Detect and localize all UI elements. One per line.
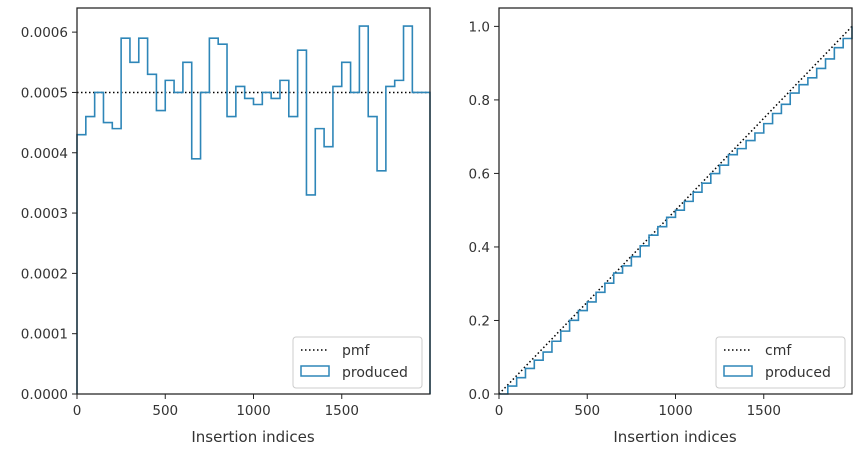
pmf-y-tick-label: 0.0006 <box>21 25 68 41</box>
pmf-produced-series <box>76 25 431 394</box>
pmf-legend: pmf produced <box>292 336 423 389</box>
cmf-legend: cmf produced <box>715 336 846 389</box>
pmf-y-tick-label: 0.0002 <box>21 266 68 282</box>
pmf-x-tick-label: 500 <box>152 403 178 419</box>
pmf-legend-swatch-produced <box>300 365 330 377</box>
pmf-y-tick-label: 0.0005 <box>21 85 68 101</box>
cmf-reference-line <box>498 25 853 395</box>
pmf-x-tick-label: 0 <box>73 403 82 419</box>
cmf-x-tick-label: 0 <box>495 403 504 419</box>
pmf-y-tick-label: 0.0001 <box>21 327 68 343</box>
cmf-axes-frame <box>498 7 853 395</box>
cmf-x-tick-label: 500 <box>574 403 600 419</box>
cmf-plot-area <box>498 25 853 395</box>
pmf-plot-area <box>76 25 431 394</box>
cmf-produced-series <box>499 26 853 395</box>
cmf-y-tick-label: 0.2 <box>469 313 490 329</box>
pmf-x-tick-label: 1000 <box>236 403 270 419</box>
pmf-legend-label-reference: pmf <box>342 343 371 359</box>
pmf-x-tick-label: 1500 <box>325 403 359 419</box>
cmf-legend-label-produced: produced <box>765 365 831 381</box>
cmf-y-tick-label: 1.0 <box>469 19 490 35</box>
cmf-y-tick-label: 0.6 <box>469 166 490 182</box>
pmf-axes-ticks: 0 500 1000 1500 0.0000 0.0001 0.0002 0.0003 0.00… <box>21 25 359 419</box>
cmf-x-tick-label: 1500 <box>747 403 781 419</box>
cmf-axes-ticks: 0 500 1000 1500 0.0 0.2 0.4 0.6 0.8 1.0 <box>469 19 781 419</box>
cmf-legend-label-reference: cmf <box>765 343 792 359</box>
pmf-axes-frame <box>76 7 431 395</box>
cmf-y-tick-label: 0.4 <box>469 240 490 256</box>
cmf-x-tick-label: 1000 <box>658 403 692 419</box>
cmf-legend-swatch-produced <box>723 365 753 377</box>
cmf-y-tick-label: 0.8 <box>469 93 490 109</box>
cmf-y-tick-label: 0.0 <box>469 387 490 403</box>
pmf-y-tick-label: 0.0003 <box>21 206 68 222</box>
pmf-y-tick-label: 0.0000 <box>21 387 68 403</box>
cmf-panel: 0 500 1000 1500 0.0 0.2 0.4 0.6 0.8 1.0 Insertion… <box>469 7 853 446</box>
pmf-panel: 0 500 1000 1500 0.0000 0.0001 0.0002 0.0003 0.00… <box>21 7 431 446</box>
cmf-x-axis-label: Insertion indices <box>613 428 736 446</box>
pmf-legend-label-produced: produced <box>342 365 408 381</box>
pmf-x-axis-label: Insertion indices <box>191 428 314 446</box>
pmf-y-tick-label: 0.0004 <box>21 146 68 162</box>
